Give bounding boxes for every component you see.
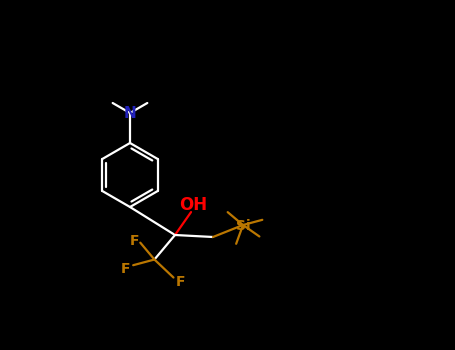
Text: Si: Si [236,219,250,233]
Text: F: F [121,262,130,276]
Text: F: F [130,234,139,248]
Text: F: F [176,274,185,288]
Text: OH: OH [179,196,207,214]
Text: N: N [124,105,136,120]
